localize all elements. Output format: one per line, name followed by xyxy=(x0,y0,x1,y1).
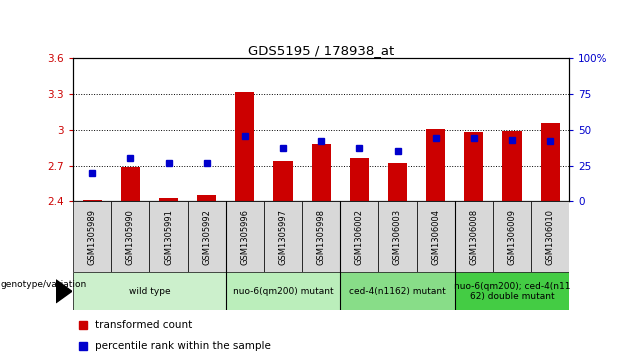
Text: GSM1305998: GSM1305998 xyxy=(317,209,326,265)
Text: GSM1305991: GSM1305991 xyxy=(164,209,173,265)
Bar xyxy=(197,196,216,201)
Bar xyxy=(493,201,531,272)
Text: GSM1305990: GSM1305990 xyxy=(126,209,135,265)
Text: GSM1306002: GSM1306002 xyxy=(355,209,364,265)
Bar xyxy=(111,201,149,272)
Bar xyxy=(426,129,445,201)
Text: GSM1306004: GSM1306004 xyxy=(431,209,440,265)
Bar xyxy=(388,163,407,201)
Text: GSM1306003: GSM1306003 xyxy=(393,209,402,265)
Bar xyxy=(455,201,493,272)
Text: GSM1306008: GSM1306008 xyxy=(469,209,478,265)
Bar xyxy=(273,161,293,201)
Bar xyxy=(149,201,188,272)
Bar xyxy=(121,167,140,201)
Text: GSM1305992: GSM1305992 xyxy=(202,209,211,265)
Text: wild type: wild type xyxy=(128,287,170,296)
Text: GSM1305989: GSM1305989 xyxy=(88,209,97,265)
Polygon shape xyxy=(56,280,72,303)
Text: genotype/variation: genotype/variation xyxy=(1,280,87,289)
Text: ced-4(n1162) mutant: ced-4(n1162) mutant xyxy=(349,287,446,296)
Text: nuo-6(qm200) mutant: nuo-6(qm200) mutant xyxy=(233,287,333,296)
Text: GSM1306009: GSM1306009 xyxy=(508,209,516,265)
Bar xyxy=(226,272,340,310)
Bar xyxy=(73,272,226,310)
Bar xyxy=(417,201,455,272)
Bar xyxy=(302,201,340,272)
Title: GDS5195 / 178938_at: GDS5195 / 178938_at xyxy=(248,44,394,57)
Bar xyxy=(541,123,560,201)
Bar xyxy=(378,201,417,272)
Text: percentile rank within the sample: percentile rank within the sample xyxy=(95,341,272,351)
Bar xyxy=(464,132,483,201)
Text: GSM1305997: GSM1305997 xyxy=(279,209,287,265)
Bar xyxy=(340,272,455,310)
Text: GSM1305996: GSM1305996 xyxy=(240,209,249,265)
Bar xyxy=(226,201,264,272)
Text: GSM1306010: GSM1306010 xyxy=(546,209,555,265)
Text: nuo-6(qm200); ced-4(n11
62) double mutant: nuo-6(qm200); ced-4(n11 62) double mutan… xyxy=(453,282,570,301)
Bar xyxy=(350,158,369,201)
Bar xyxy=(531,201,569,272)
Bar xyxy=(264,201,302,272)
Bar xyxy=(455,272,569,310)
Bar xyxy=(188,201,226,272)
Bar xyxy=(235,91,254,201)
Bar xyxy=(73,201,111,272)
Bar xyxy=(83,200,102,201)
Bar xyxy=(159,198,178,201)
Text: transformed count: transformed count xyxy=(95,321,193,330)
Bar xyxy=(312,144,331,201)
Bar xyxy=(340,201,378,272)
Bar xyxy=(502,131,522,201)
